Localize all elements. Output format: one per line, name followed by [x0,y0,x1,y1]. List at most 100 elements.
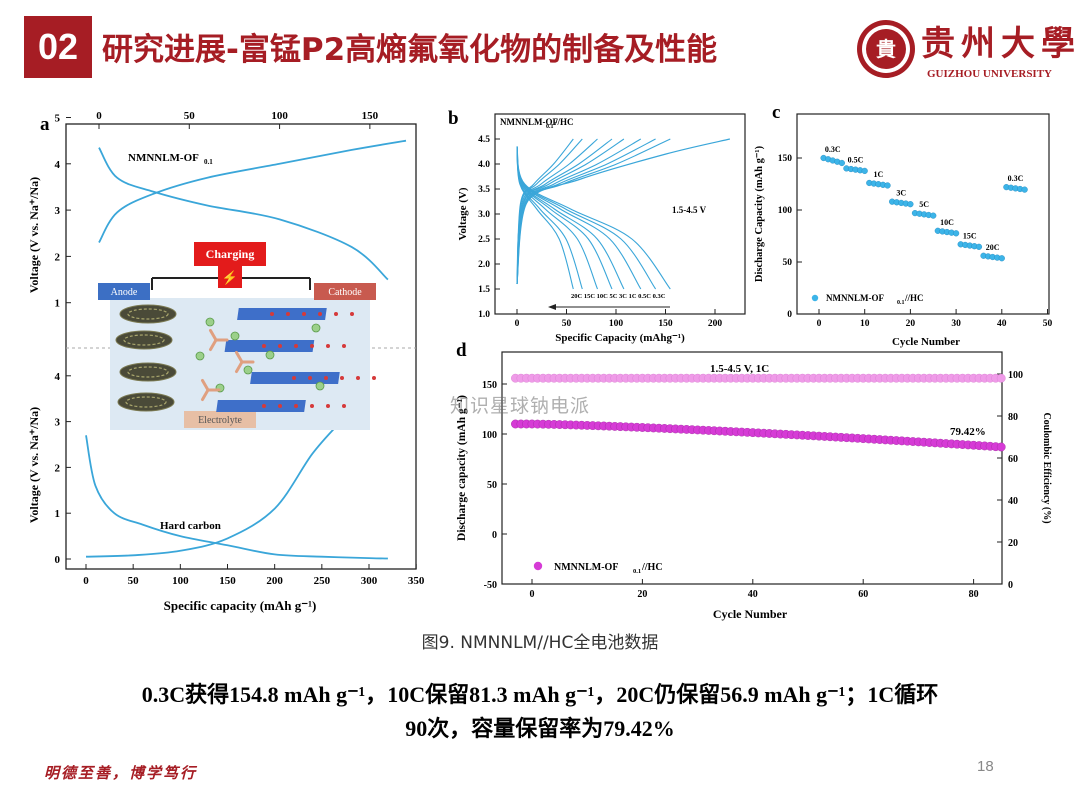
panel-a-top-tick-label: 50 [184,110,196,122]
panel-a-ylabel-top: Voltage (V vs. Na⁺/Na) [27,177,41,293]
panel-c-ytick-label: 100 [778,206,793,216]
cathode-atom [310,344,314,348]
panel-c-data-point [952,230,960,237]
panel-c-xtick-label: 20 [906,319,916,329]
panel-b-rate-labels: 20C 15C 10C 5C 3C 1C 0.5C 0.3C [571,293,666,300]
cathode-atom [356,376,360,380]
graphite-hex-pattern [127,366,169,378]
cathode-atom [318,312,322,316]
panel-b-discharge-curve [516,146,671,290]
solvent-molecule [201,388,210,402]
panel-b-ytick-label: 3.5 [478,185,490,195]
cathode-atom [310,404,314,408]
cathode-slab [237,308,327,320]
panel-d-ylabel: Discharge capacity (mAh g⁻¹) [456,395,468,541]
graphite-hex-pattern [127,308,169,320]
panel-c-rate-label: 1C [874,170,884,179]
panel-a-ytick-label-bottom: 2 [55,462,61,474]
panel-b-charge-curve [516,138,642,285]
panel-a-xtick-label: 100 [172,575,189,587]
panel-c-ytick-label: 0 [787,310,792,320]
electrolyte-tag [184,411,256,428]
panel-b-xtick-label: 0 [515,319,520,329]
panel-c-ytick-label: 150 [778,154,793,164]
cathode-atom [262,344,266,348]
cathode-atom [294,344,298,348]
panel-a-xtick-label: 0 [83,575,89,587]
panel-c-rate-label: 0.5C [848,155,864,164]
panel-a-ytick-label-bottom: 1 [55,508,61,520]
panel-a-xtick-label: 150 [219,575,236,587]
panel-c-legend-suffix: //HC [904,293,924,303]
panel-a-xtick-label: 50 [128,575,139,587]
university-name-en: GUIZHOU UNIVERSITY [927,68,1052,80]
panel-a-top-tick-label: 150 [362,110,379,122]
panel-c-frame [796,113,1050,315]
sodium-ion [265,350,275,360]
panel-b-ytick-label: 4.0 [478,160,490,170]
panel-a-bottom-label: Hard carbon [160,520,221,532]
panel-c-data-point [1021,186,1028,193]
cathode-atom [350,312,354,316]
cathode-atom [294,404,298,408]
cathode-atom [372,376,376,380]
panel-d-annotation: 1.5-4.5 V, 1C [710,363,769,375]
panel-b-discharge-curve [516,146,599,290]
panel-d-xtick-label: 80 [969,589,979,600]
panel-a-xtick-label: 250 [314,575,331,587]
panel-c-ytick-label: 50 [783,258,793,268]
panel-a-ytick-label-bottom: 3 [55,417,61,429]
cathode-atom [342,344,346,348]
panel-d-legend-suffix: //HC [641,562,663,573]
university-logo: 貴 贵州大學 GUIZHOU UNIVERSITY [855,14,1075,86]
panel-c-rate-label: 5C [919,200,929,209]
panel-c-data-point [975,243,983,250]
panel-a-ytick-label-top: 4 [55,159,61,171]
panel-a-bottom-curve-desodiation [85,421,342,558]
watermark-text: 知识星球钠电派 [450,395,591,417]
solvent-molecule [209,338,218,352]
panel-b-ylabel: Voltage (V) [457,187,469,240]
panel-d-ytick-label: -50 [484,580,497,591]
page-title: 研究进展-富锰P2高熵氟氧化物的制备及性能 [102,32,718,68]
panel-d-letter: d [456,340,467,361]
sodium-ion [205,317,215,327]
anode-label: Anode [111,287,138,298]
panel-c-xlabel: Cycle Number [892,336,960,348]
panel-c-rate-label: 10C [940,218,954,227]
panel-d-y2tick-label: 0 [1008,580,1013,591]
university-motto: 明德至善，博学笃行 [44,764,198,782]
panel-d-y2tick-label: 60 [1008,454,1018,465]
panel-c-legend: NMNNLM-OF [826,293,884,303]
panel-a-top-curve-charge [98,139,407,243]
cathode-atom [302,312,306,316]
cathode-atom [326,344,330,348]
plug-icon [218,266,242,288]
panel-b-ytick-label: 4.5 [478,135,490,145]
panel-d-ytick-label: 0 [492,530,497,541]
panel-d-y2tick-label: 40 [1008,496,1018,507]
solvent-molecule [235,360,244,374]
figure-caption: 图9. NMNNLM//HC全电池数据 [421,633,659,653]
panel-b-ytick-label: 2.0 [478,260,490,270]
panel-c-letter: c [772,102,780,123]
panel-c-data-point [838,159,845,167]
panel-a-letter: a [40,114,50,135]
panel-c-rate-label: 20C [986,243,1000,252]
panel-d-xtick-label: 0 [530,589,535,600]
panel-d-frame [501,351,1003,585]
cathode-atom [324,376,328,380]
panel-b-xtick-label: 150 [658,319,673,329]
sodium-ion [230,331,240,341]
panel-b-charge-curve [516,138,671,285]
panel-d-y2tick-label: 100 [1008,370,1023,381]
panel-a-ytick-label-bottom: 4 [55,371,61,383]
solvent-molecule [209,328,218,342]
graphite-layer [119,304,177,324]
panel-c-rate-label: 0.3C [1008,174,1024,183]
cathode-atom [278,344,282,348]
panel-c-xtick-label: 0 [817,319,822,329]
sodium-ion [243,365,253,375]
panel-b-title: NMNNLM-OF [500,117,558,127]
